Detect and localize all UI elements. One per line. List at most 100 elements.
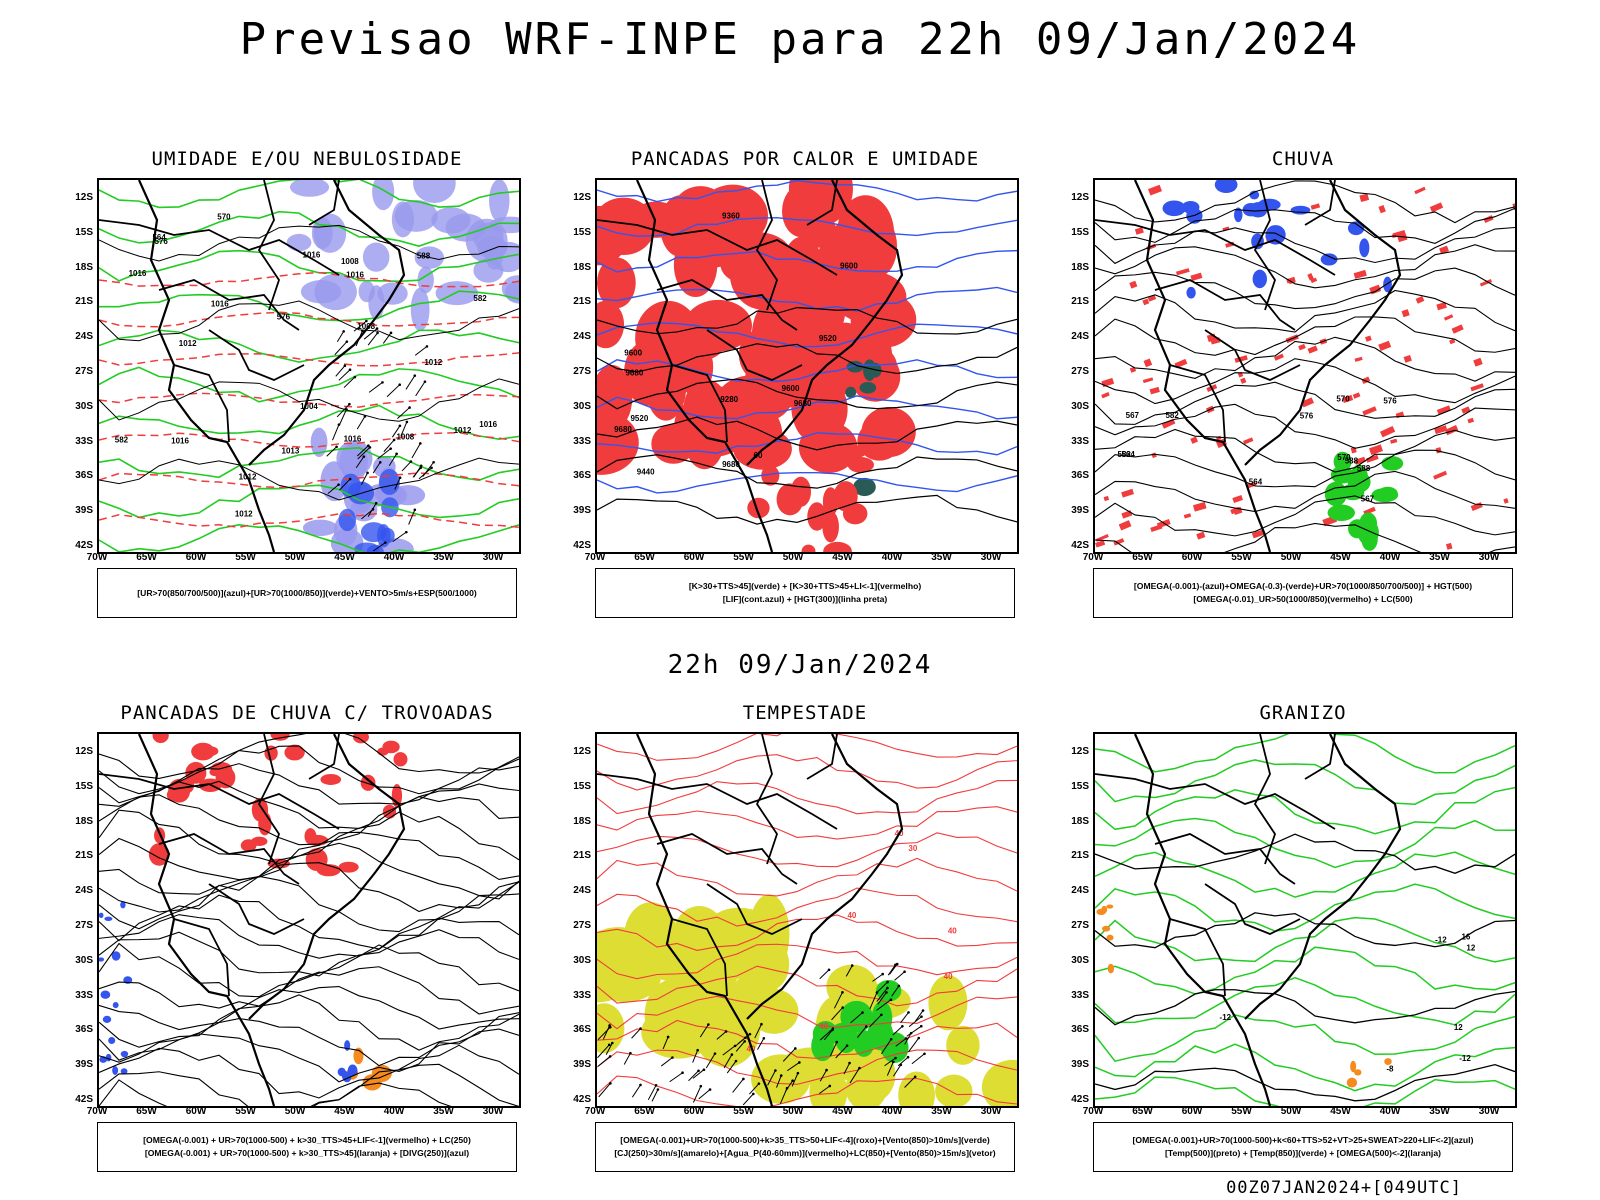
lon-tick-label: 70W — [584, 552, 606, 563]
contour-label: 9680 — [614, 425, 632, 434]
lon-tick-label: 45W — [832, 552, 853, 563]
legend-umidade: [UR>70(850/700/500)](azul)+[UR>70(1000/8… — [97, 568, 517, 618]
lat-tick-label: 30S — [75, 954, 93, 966]
lon-tick-label: 60W — [683, 1106, 705, 1117]
lat-tick-label: 21S — [75, 296, 93, 308]
lon-tick-label: 40W — [881, 552, 903, 563]
contour-label: 576 — [1383, 397, 1397, 406]
lon-tick-label: 30W — [980, 552, 1002, 563]
lon-tick-label: 40W — [1379, 552, 1401, 563]
lat-tick-label: 12S — [75, 746, 93, 757]
lon-tick-label: 35W — [1429, 552, 1450, 563]
contour-label: 1012 — [179, 339, 197, 348]
contour-label: 582 — [115, 436, 129, 445]
lat-tick-label: 30S — [1071, 400, 1089, 412]
legend-granizo: [OMEGA(-0.001)+UR>70(1000-500)+k<60+TTS>… — [1093, 1122, 1513, 1172]
contour-label: -12 — [1220, 1013, 1232, 1022]
contour-label: 588 — [1357, 464, 1371, 473]
lat-tick-label: 24S — [1071, 885, 1089, 897]
lat-tick-label: 30S — [1071, 954, 1089, 966]
contour-label: 582 — [1117, 450, 1131, 459]
contour-label: 582 — [473, 294, 487, 303]
contour-label: 40 — [847, 911, 856, 920]
panel-title-umidade: UMIDADE E/OU NEBULOSIDADE — [151, 148, 463, 170]
lat-tick-label: 27S — [1071, 920, 1089, 931]
lat-tick-label: 39S — [1071, 1059, 1089, 1071]
lat-tick-label: 15S — [573, 780, 591, 792]
lon-tick-label: 60W — [1181, 1106, 1203, 1117]
contour-label: 1016 — [346, 270, 364, 279]
contour-label: 570 — [1337, 453, 1351, 462]
lon-tick-label: 55W — [733, 552, 754, 563]
lat-tick-label: 18S — [75, 261, 93, 273]
contour-label: 1008 — [396, 433, 414, 442]
contour-label: 40 — [948, 927, 957, 936]
contour-label: 9280 — [720, 395, 738, 404]
contour-label: -8 — [1386, 1064, 1394, 1073]
contour-label: 567 — [1126, 411, 1140, 420]
lat-tick-label: 36S — [1071, 1024, 1089, 1036]
panel-title-chuva: CHUVA — [1271, 148, 1335, 170]
lon-tick-label: 65W — [136, 1106, 157, 1117]
lat-tick-label: 36S — [1071, 470, 1089, 482]
lon-tick-label: 35W — [433, 1106, 454, 1117]
lon-tick-label: 45W — [1330, 552, 1351, 563]
lon-tick-label: 65W — [634, 552, 655, 563]
lat-tick-label: 33S — [1071, 435, 1089, 447]
lat-tick-label: 42S — [75, 1094, 93, 1105]
map-canvas: 9680 9680 9680 9680 9600 9600 9600 9520 9520 9440… — [597, 180, 1017, 552]
lon-tick-label: 50W — [782, 552, 804, 563]
lat-tick-label: 36S — [75, 1024, 93, 1036]
lat-tick-label: 30S — [573, 400, 591, 412]
lon-tick-label: 60W — [185, 1106, 207, 1117]
lon-tick-label: 30W — [980, 1106, 1002, 1117]
lon-tick-label: 50W — [284, 552, 306, 563]
panel-title-tempestade: TEMPESTADE — [742, 702, 868, 724]
lon-tick-label: 50W — [1280, 552, 1302, 563]
legend-tempestade: [OMEGA(-0.001)+UR>70(1000-500)+k>35_TTS>… — [595, 1122, 1015, 1172]
contour-label: 1012 — [235, 510, 253, 519]
lat-tick-label: 30S — [573, 954, 591, 966]
panel-title-granizo: GRANIZO — [1259, 702, 1347, 724]
lat-tick-label: 39S — [573, 1059, 591, 1071]
lat-tick-label: 39S — [1071, 505, 1089, 517]
contour-label: 9600 — [840, 262, 858, 271]
lat-tick-label: 21S — [1071, 296, 1089, 308]
lon-tick-label: 65W — [634, 1106, 655, 1117]
lat-tick-label: 36S — [573, 470, 591, 482]
lat-tick-label: 33S — [1071, 989, 1089, 1001]
contour-label: 40 — [944, 972, 953, 981]
contour-label: 1016 — [171, 437, 189, 446]
lat-tick-label: 18S — [1071, 815, 1089, 827]
lat-tick-label: 39S — [75, 1059, 93, 1071]
contour-label: 582 — [1165, 411, 1179, 420]
map-granizo: -12 -12 -12 -8 12 12 16 — [1093, 732, 1517, 1108]
lat-tick-label: 36S — [75, 470, 93, 482]
contour-label: 588 — [1345, 456, 1359, 465]
lon-tick-label: 70W — [1082, 552, 1104, 563]
lon-tick-label: 70W — [584, 1106, 606, 1117]
legend-line: [OMEGA(-0.001) + UR>70(1000-500) + k>30_… — [143, 1135, 471, 1145]
contour-label: 570 — [217, 212, 231, 221]
lon-tick-label: 40W — [881, 1106, 903, 1117]
legend-line: [Temp(500)](preto) + [Temp(850)](verde) … — [1165, 1148, 1441, 1158]
contour-label: 564 — [1249, 477, 1263, 486]
panel-title-pancadas_trovoadas: PANCADAS DE CHUVA C/ TROVOADAS — [120, 702, 494, 724]
lon-tick-label: 30W — [1478, 552, 1500, 563]
lon-tick-label: 70W — [86, 552, 108, 563]
contour-label: -12 — [1459, 1054, 1471, 1063]
lat-tick-label: 15S — [75, 780, 93, 792]
legend-line: [OMEGA(-0.001)-(azul)+OMEGA(-0.3)-(verde… — [1133, 581, 1473, 591]
legend-line: [LIF](cont.azul) + [HGT(300)](linha pret… — [722, 594, 888, 604]
lon-tick-label: 55W — [733, 1106, 754, 1117]
lat-tick-label: 24S — [75, 885, 93, 897]
contour-label: 1016 — [479, 420, 497, 429]
legend-line: [K>30+TTS>45](verde) + [K>30+TTS>45+LI<-… — [688, 581, 922, 591]
lon-tick-label: 50W — [284, 1106, 306, 1117]
contour-label: 9360 — [722, 211, 740, 220]
contour-label: 12 — [1466, 943, 1475, 952]
lat-tick-label: 15S — [75, 226, 93, 238]
contour-label: 9680 — [722, 460, 740, 469]
lat-tick-label: 15S — [573, 226, 591, 238]
